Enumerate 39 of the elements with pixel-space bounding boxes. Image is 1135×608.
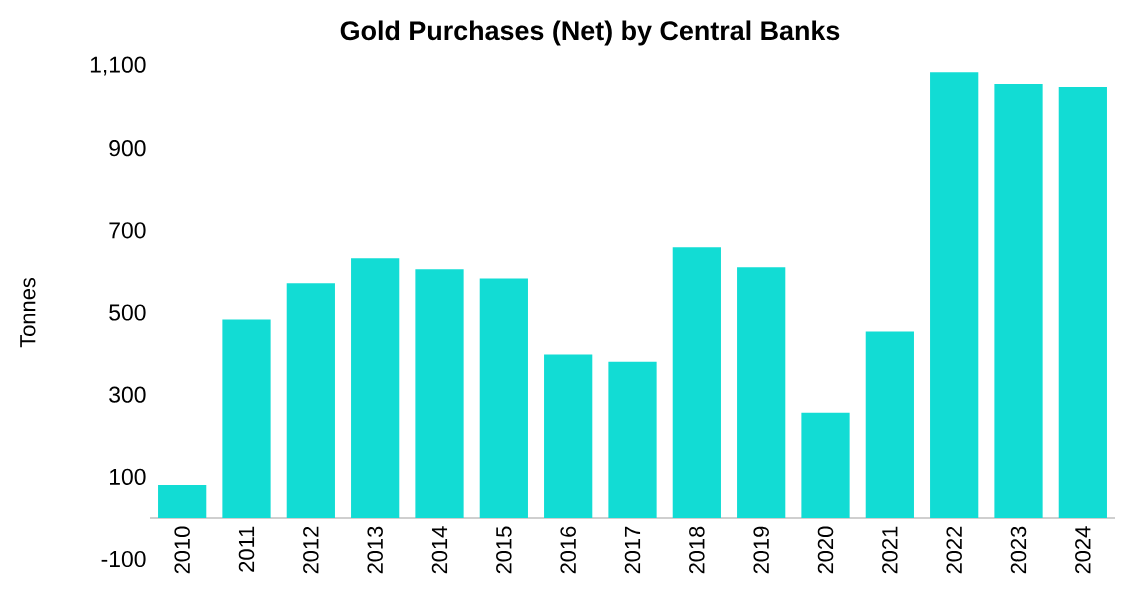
bar (544, 354, 593, 518)
x-tick-label: 2018 (689, 526, 705, 574)
x-tick-label: 2024 (1075, 526, 1091, 574)
bar (351, 258, 400, 518)
bar (801, 412, 850, 518)
bar (286, 283, 335, 518)
x-tick-label: 2020 (817, 526, 834, 574)
y-tick-label: 500 (109, 304, 146, 321)
bar (737, 267, 786, 518)
y-axis-title: Tonnes (20, 277, 36, 348)
y-tick-label: 900 (109, 140, 146, 157)
bar (672, 247, 721, 518)
y-tick-label: 1,100 (90, 56, 146, 76)
chart-title: Gold Purchases (Net) by Central Banks (340, 20, 840, 46)
bar (222, 319, 271, 518)
x-tick-label: 2022 (946, 526, 962, 574)
bar (930, 72, 979, 518)
y-tick-label: -100 (101, 550, 146, 568)
x-tick-label: 2012 (303, 526, 319, 574)
y-tick-label: 300 (109, 386, 146, 403)
y-tick-label: 700 (109, 222, 146, 239)
bar (865, 331, 914, 518)
bar (158, 485, 207, 518)
x-tick-label: 2014 (431, 526, 448, 574)
x-tick-label: 2017 (624, 526, 641, 574)
bar (608, 361, 657, 518)
bar (479, 278, 528, 518)
bar (994, 84, 1043, 518)
x-tick-label: 2015 (496, 526, 512, 574)
x-tick-label: 2010 (174, 526, 190, 574)
bar (1058, 86, 1107, 518)
y-tick-label: 100 (110, 468, 146, 485)
x-tick-label: 2021 (882, 526, 898, 574)
x-tick-label: 2013 (367, 526, 383, 574)
x-tick-label: 2011 (238, 526, 255, 572)
bar (415, 269, 464, 518)
x-tick-label: 2016 (560, 526, 576, 574)
x-tick-label: 2023 (1010, 526, 1027, 574)
x-tick-label: 2019 (753, 526, 769, 574)
